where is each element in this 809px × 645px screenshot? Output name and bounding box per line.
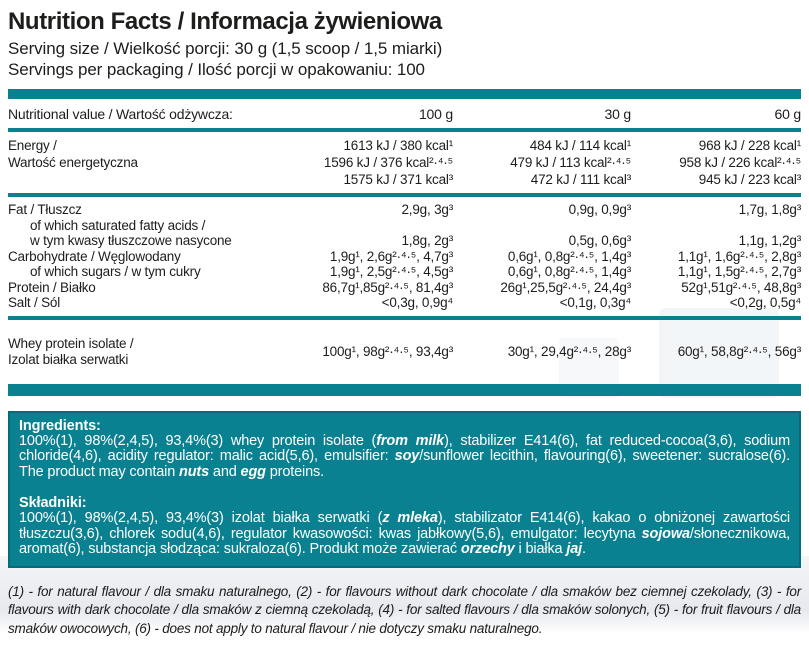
row-salt: Salt / Sól <0,3g, 0,9g⁴ <0,1g, 0,3g⁴ <0,…: [8, 295, 801, 311]
protein-label: Protein / Białko: [8, 279, 96, 295]
energy-value-100g: 1613 kJ / 380 kcal¹ 1596 kJ / 376 kcal²·…: [323, 138, 453, 187]
ingredients-text-pl: 100%(1), 98%(2,4,5), 93,4%(3) izolat bia…: [19, 510, 791, 557]
row-sugars: of which sugars / w tym cukry 1,9g¹, 2,5…: [8, 264, 801, 280]
saturated-fat-value-100g: 1,8g, 2g³: [401, 233, 454, 248]
whey-value-30g: 30g¹, 29,4g²·⁴·⁵, 28g³: [507, 343, 632, 359]
sugars-value-30g: 0,6g¹, 0,8g²·⁴·⁵, 1,4g³: [507, 264, 631, 279]
row-whey-protein-isolate: Whey protein isolate / Izolat białka ser…: [8, 330, 801, 374]
saturated-fat-value-30g: 0,5g, 0,6g³: [568, 233, 632, 248]
servings-per-packaging-line: Servings per packaging / Ilość porcji w …: [8, 60, 425, 79]
page-title: Nutrition Facts / Informacja żywieniowa: [8, 8, 442, 35]
serving-size-line: Serving size / Wielkość porcji: 30 g (1,…: [8, 39, 443, 58]
ingredients-heading-pl: Składniki:: [19, 495, 87, 511]
salt-value-30g: <0,1g, 0,3g⁴: [559, 295, 632, 310]
protein-value-60g: 52g¹,51g²·⁴·⁵, 48,8g³: [681, 279, 801, 295]
fat-value-100g: 2,9g, 3g³: [401, 202, 454, 217]
whey-value-60g: 60g¹, 58,8g²·⁴·⁵, 56g³: [677, 343, 802, 359]
energy-value-30g: 484 kJ / 114 kcal¹ 479 kJ / 113 kcal²·⁴·…: [510, 138, 631, 187]
divider-top-bar: [8, 89, 801, 99]
saturated-fat-label: of which saturated fatty acids / w tym k…: [30, 217, 232, 249]
column-header-label: Nutritional value / Wartość odżywcza:: [8, 106, 233, 122]
column-header-100g: 100 g: [418, 106, 453, 122]
protein-value-30g: 26g¹,25,5g²·⁴·⁵, 24,4g³: [500, 279, 631, 295]
row-fat: Fat / Tłuszcz 2,9g, 3g³ 0,9g, 0,9g³ 1,7g…: [8, 202, 801, 218]
nutrition-label: Nutrition Facts / Informacja żywieniowa …: [0, 8, 809, 645]
fat-value-60g: 1,7g, 1,8g³: [738, 202, 802, 217]
row-saturated-fat: of which saturated fatty acids / w tym k…: [8, 218, 801, 249]
salt-value-100g: <0,3g, 0,9g⁴: [381, 295, 454, 310]
divider-line: [8, 128, 801, 132]
sugars-value-60g: 1,1g¹, 1,5g²·⁴·⁵, 2,7g³: [677, 264, 801, 279]
energy-section: Energy / Wartość energetyczna 1613 kJ / …: [8, 132, 801, 193]
footnotes: (1) - for natural flavour / dla smaku na…: [8, 583, 801, 636]
carbohydrate-value-30g: 0,6g¹, 0,8g²·⁴·⁵, 1,4g³: [507, 248, 631, 264]
salt-label: Salt / Sól: [8, 295, 61, 310]
fat-value-30g: 0,9g, 0,9g³: [568, 202, 632, 217]
row-energy: Energy / Wartość energetyczna 1613 kJ / …: [8, 137, 801, 188]
carbohydrate-label: Carbohydrate / Węglowodany: [8, 248, 181, 264]
carbohydrate-value-60g: 1,1g¹, 1,6g²·⁴·⁵, 2,8g³: [677, 248, 801, 264]
sugars-value-100g: 1,9g¹, 2,5g²·⁴·⁵, 4,5g³: [329, 264, 453, 279]
divider-bottom-bar: [8, 383, 801, 396]
divider-line: [8, 315, 801, 320]
column-header-30g: 30 g: [604, 106, 632, 122]
divider-line: [8, 193, 801, 197]
saturated-fat-value-60g: 1,1g, 1,2g³: [738, 233, 802, 248]
ingredients-heading-en: Ingredients:: [19, 417, 101, 434]
column-header-60g: 60 g: [774, 106, 802, 122]
carbohydrate-value-100g: 1,9g¹, 2,6g²·⁴·⁵, 4,7g³: [329, 248, 453, 264]
whey-value-100g: 100g¹, 98g²·⁴·⁵, 93,4g³: [322, 343, 453, 359]
whey-label: Whey protein isolate / Izolat białka ser…: [8, 335, 134, 367]
energy-value-60g: 968 kJ / 228 kcal¹ 958 kJ / 226 kcal²·⁴·…: [679, 138, 801, 187]
sugars-label: of which sugars / w tym cukry: [30, 264, 201, 279]
ingredients-panel: Ingredients: 100%(1), 98%(2,4,5), 93,4%(…: [8, 410, 801, 568]
energy-label: Energy / Wartość energetyczna: [8, 138, 138, 170]
salt-value-60g: <0,2g, 0,5g⁴: [729, 295, 802, 310]
table-header-row: Nutritional value / Wartość odżywcza: 10…: [8, 99, 801, 128]
row-protein: Protein / Białko 86,7g¹,85g²·⁴·⁵, 81,4g³…: [8, 280, 801, 296]
row-carbohydrate: Carbohydrate / Węglowodany 1,9g¹, 2,6g²·…: [8, 249, 801, 265]
whey-section: Whey protein isolate / Izolat białka ser…: [8, 320, 801, 384]
macros-section: Fat / Tłuszcz 2,9g, 3g³ 0,9g, 0,9g³ 1,7g…: [8, 197, 801, 316]
fat-label: Fat / Tłuszcz: [8, 202, 82, 217]
ingredients-text-en: 100%(1), 98%(2,4,5), 93,4%(3) whey prote…: [19, 432, 790, 480]
protein-value-100g: 86,7g¹,85g²·⁴·⁵, 81,4g³: [322, 279, 453, 295]
